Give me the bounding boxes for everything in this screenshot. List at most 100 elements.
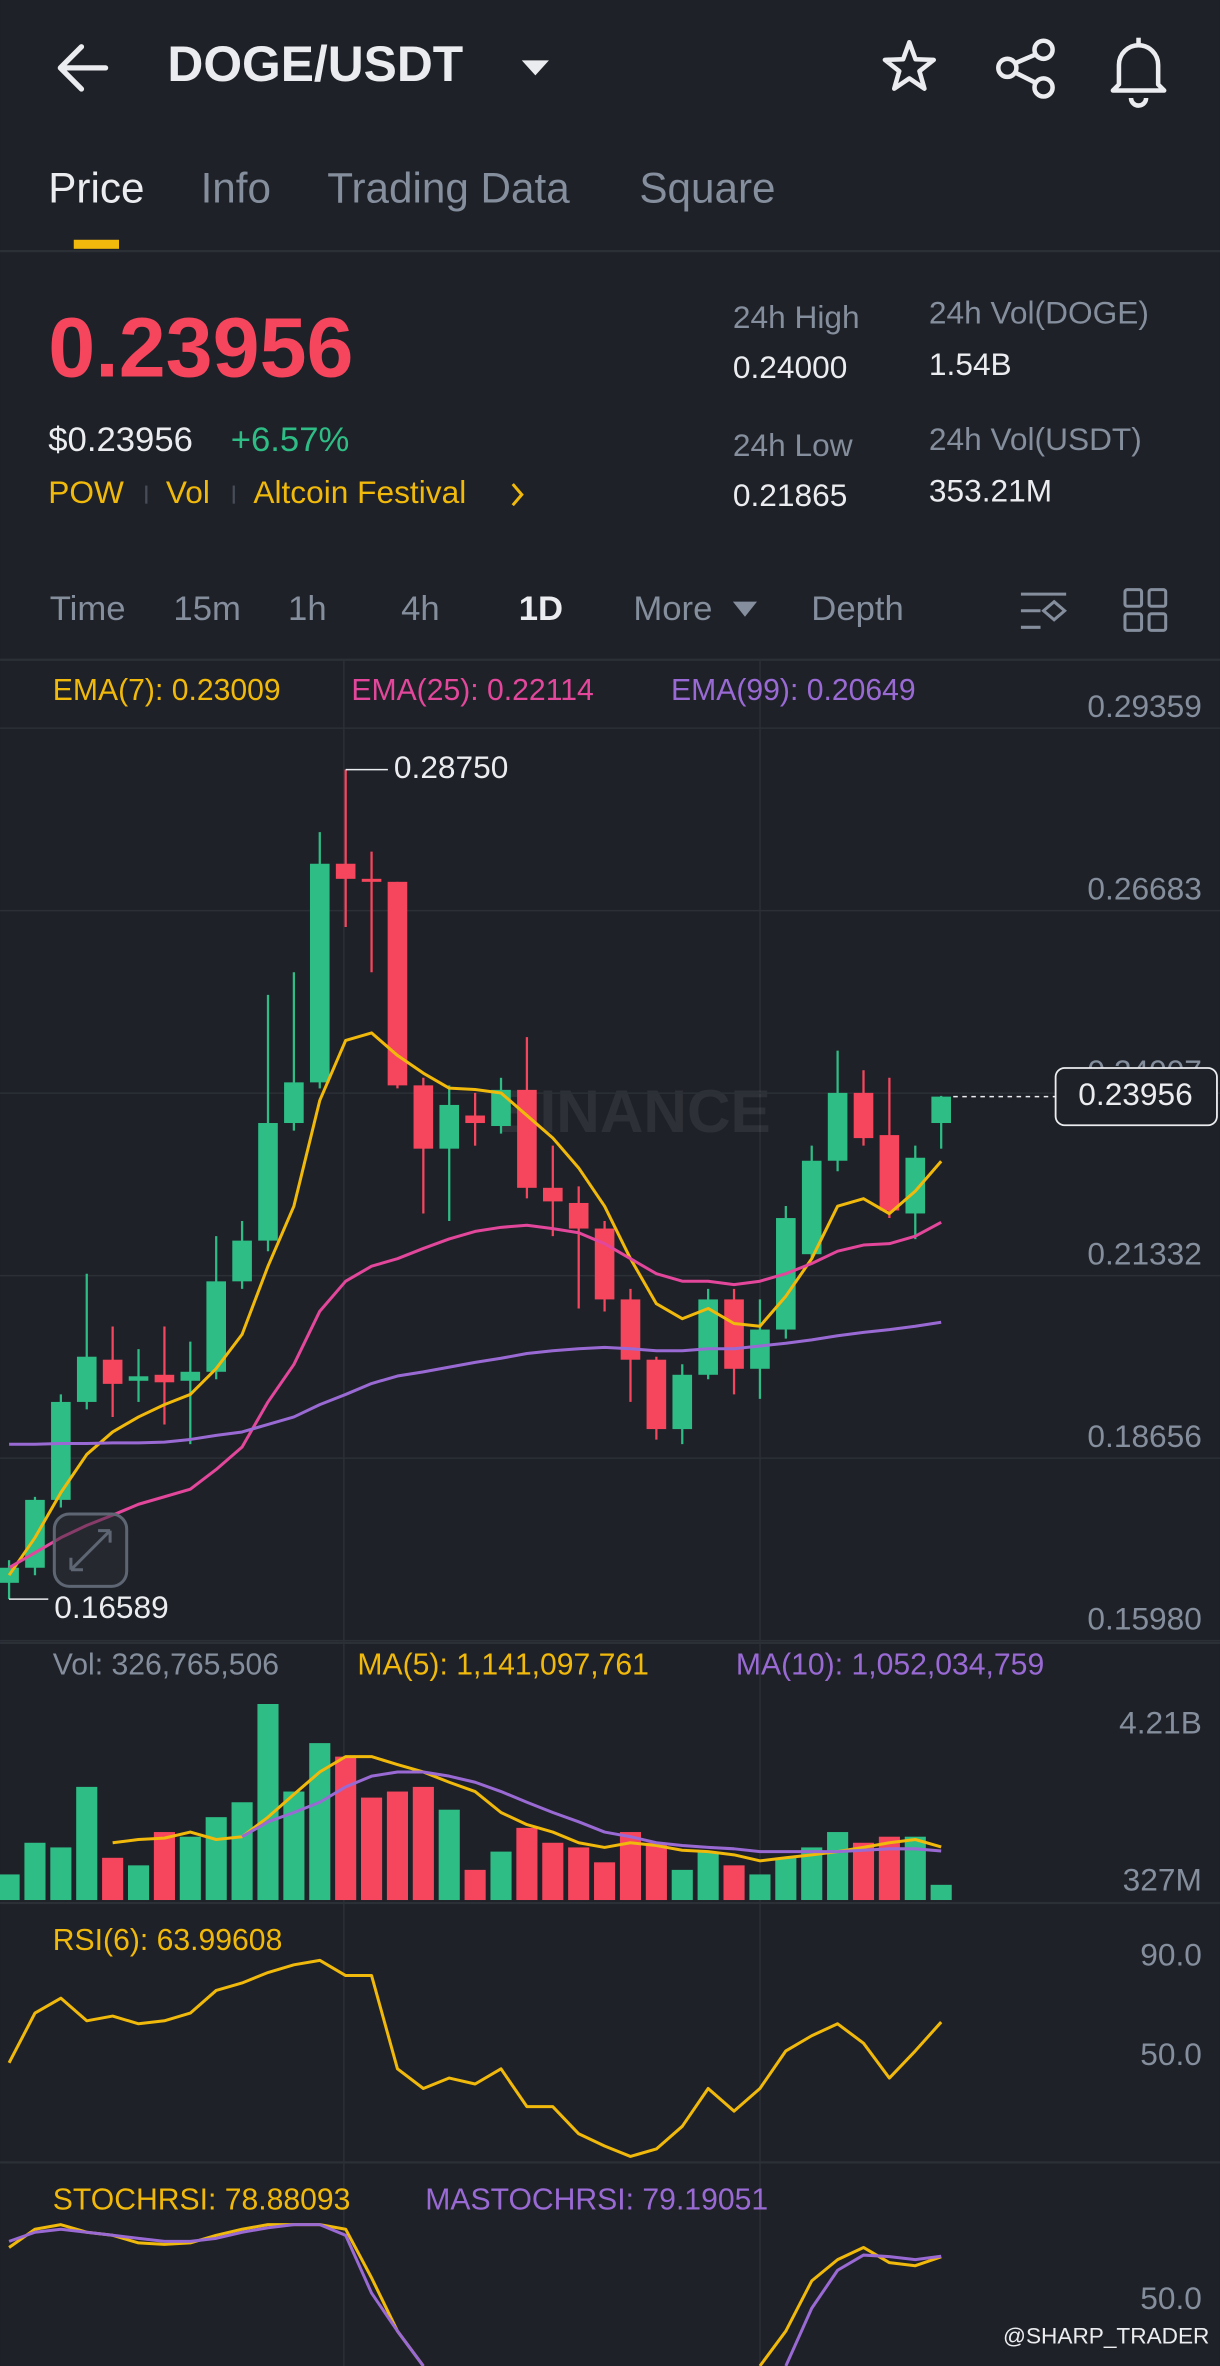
last-price-box <box>1054 1067 1218 1127</box>
candle-body <box>672 1374 693 1430</box>
volume-bar <box>852 1842 875 1901</box>
volume-bar <box>594 1862 616 1901</box>
volume-bar <box>0 1874 20 1901</box>
candle-body <box>154 1374 175 1383</box>
volume-bar <box>645 1842 667 1901</box>
volume-bar <box>127 1865 150 1901</box>
legend-label: STOCHRSI: 78.88093 <box>53 2184 351 2217</box>
volume-bar <box>878 1836 900 1901</box>
candle-body <box>284 1082 304 1124</box>
panel-label: Vol: 326,765,506 <box>53 1648 279 1681</box>
y-tick-label: 50.0 <box>1140 2036 1202 2072</box>
indicator-settings-button[interactable] <box>1020 592 1067 629</box>
pair-title[interactable]: DOGE/USDT <box>167 36 463 92</box>
tab-bar: Price Info Trading Data Square <box>48 165 776 249</box>
legend-label: MA(5): 1,141,097,761 <box>357 1648 649 1681</box>
legend-label: EMA(99): 0.20649 <box>671 674 916 707</box>
stat-value: 1.54B <box>929 346 1012 382</box>
charts: 0.293590.266830.240070.213320.186560.159… <box>0 674 1220 2366</box>
usd-price: $0.23956 <box>48 421 193 459</box>
volume-bar <box>697 1851 719 1901</box>
stat-value: 353.21M <box>929 472 1052 508</box>
volume-bar <box>50 1847 72 1901</box>
candle-body <box>620 1299 641 1360</box>
volume-bar <box>179 1836 201 1901</box>
stat-value: 0.21865 <box>733 477 847 513</box>
volume-bar <box>904 1836 926 1901</box>
timeframe[interactable]: Depth <box>811 590 904 628</box>
candle-body <box>102 1359 123 1384</box>
volume-bar <box>335 1756 357 1901</box>
candle-body <box>361 878 382 882</box>
timeframe[interactable]: 1D <box>519 590 563 628</box>
y-tick-label: 4.21B <box>1119 1704 1202 1740</box>
timeframe-bar: Time 15m 1h 4h 1D More Depth <box>50 590 904 628</box>
legend-label: MA(10): 1,052,034,759 <box>736 1648 1044 1681</box>
legend-label: RSI(6): 63.99608 <box>53 1924 283 1957</box>
candle-body <box>51 1401 71 1500</box>
y-tick-label: 0.18656 <box>1087 1418 1201 1454</box>
indicator-line <box>7 1031 943 1577</box>
alert-button[interactable] <box>1110 37 1167 108</box>
volume-bar <box>153 1832 175 1901</box>
candle-body <box>517 1089 537 1188</box>
candle-body <box>413 1085 434 1149</box>
tab[interactable]: Square <box>639 165 775 212</box>
volume-bar <box>412 1786 434 1901</box>
indicator-line <box>8 2223 942 2366</box>
volume-bar <box>438 1809 460 1901</box>
timeframe[interactable]: 4h <box>401 590 440 628</box>
candle-body <box>232 1240 252 1282</box>
volume-bar <box>542 1842 564 1901</box>
volume-bar <box>309 1743 331 1901</box>
candle-body <box>76 1356 97 1402</box>
y-tick-label: 327M <box>1123 1861 1202 1897</box>
volume-bar <box>464 1869 486 1901</box>
timeframe[interactable]: 1h <box>288 590 327 628</box>
candle-body <box>827 1092 848 1161</box>
volume-bar <box>490 1851 512 1901</box>
y-tick-label: 0.21332 <box>1087 1235 1201 1271</box>
indicator-line <box>7 1958 943 2158</box>
y-tick-label: 0.29359 <box>1087 688 1201 724</box>
volume-bar <box>283 1791 305 1901</box>
indicator-line <box>9 1320 942 1446</box>
candle-body <box>931 1096 951 1124</box>
tag[interactable]: Altcoin Festival <box>253 474 466 510</box>
y-tick-label: 0.15980 <box>1087 1600 1201 1636</box>
legend-label: EMA(7): 0.23009 <box>53 674 281 707</box>
timeframe[interactable]: 15m <box>173 590 240 628</box>
timeframe[interactable]: Time <box>50 590 126 628</box>
expand-button[interactable] <box>52 1512 129 1588</box>
pair-dropdown[interactable] <box>521 60 549 76</box>
tag[interactable]: POW <box>48 474 124 510</box>
volume-bar <box>102 1857 124 1901</box>
volume-bar <box>568 1847 590 1901</box>
tab[interactable]: Info <box>201 165 271 212</box>
candle-body <box>568 1202 589 1229</box>
price-change: +6.57% <box>231 421 350 459</box>
volume-bar <box>24 1842 46 1901</box>
volume-bar <box>671 1869 693 1901</box>
volume-bar <box>516 1827 538 1901</box>
share-button[interactable] <box>996 38 1055 99</box>
tag[interactable]: Vol <box>166 474 210 510</box>
tab[interactable]: Trading Data <box>327 165 570 212</box>
favorite-button[interactable] <box>882 39 937 91</box>
tab[interactable]: Price <box>48 165 144 212</box>
last-price: 0.23956 <box>48 301 353 395</box>
candle-body <box>646 1359 667 1430</box>
volume-bar <box>257 1704 279 1901</box>
volume-bar <box>749 1874 771 1901</box>
volume-bar <box>361 1797 383 1901</box>
stat-value: 0.24000 <box>733 349 847 385</box>
indicator-line <box>8 2223 942 2366</box>
candle-body <box>439 1104 460 1149</box>
layout-button[interactable] <box>1123 588 1168 632</box>
timeframe[interactable]: More <box>633 590 712 628</box>
back-button[interactable] <box>57 44 109 92</box>
low-label: 0.16589 <box>54 1589 168 1625</box>
candle-body <box>724 1299 744 1369</box>
